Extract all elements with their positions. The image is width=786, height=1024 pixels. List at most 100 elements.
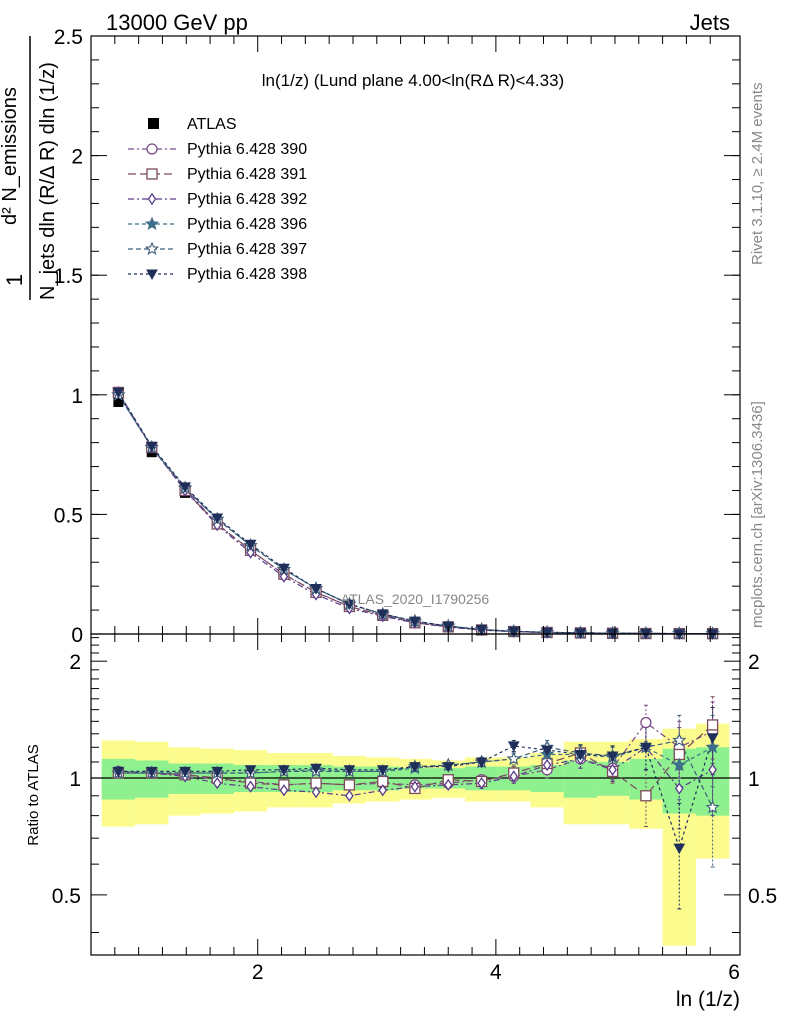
legend-label: Pythia 6.428 396 (187, 216, 307, 233)
ratio-panel: 0.5 0.5 1 1 2 2 2 4 6 Ratio to ATLAS ln (1/z) (25, 633, 777, 1011)
y-tick-label: 1.5 (54, 265, 83, 288)
main-ylabel: 1 N_jets dln (R/Δ R) dln (1/z) d² N_emis… (0, 36, 59, 300)
xlabel: ln (1/z) (676, 988, 740, 1011)
y-tick-label: 0 (71, 624, 83, 647)
ratio-series-point (310, 763, 322, 775)
header-left: 13000 GeV pp (106, 10, 248, 35)
legend-label: Pythia 6.428 397 (187, 241, 307, 258)
ratio-series-point (706, 733, 719, 744)
x-tick-label: 2 (252, 961, 264, 984)
ratio-series-point (705, 739, 720, 754)
ratio-series-point (640, 742, 652, 754)
y-tick-label: 2 (71, 146, 83, 169)
ratio-series-point (311, 785, 321, 799)
main-series-point (376, 609, 389, 620)
side-text-top: Rivet 3.1.10, ≥ 2.4M events (749, 83, 766, 266)
ratio-series-point (410, 780, 420, 793)
x-tick-label: 4 (490, 961, 502, 984)
main-series-point (112, 387, 125, 399)
ratio-y-tick-label-right: 2 (748, 651, 760, 674)
main-series-point (246, 546, 255, 559)
ratio-series-point (608, 763, 617, 776)
legend-marker (146, 269, 158, 281)
legend-marker (147, 192, 157, 206)
atlas-point (113, 396, 124, 407)
main-series-point (179, 482, 191, 493)
ratio-series-point (706, 719, 719, 731)
ratio-series-point (212, 777, 222, 790)
ratio-series-point (244, 765, 257, 776)
ratio-y-tick-label-right: 0.5 (748, 885, 777, 908)
legend-label: Pythia 6.428 398 (187, 266, 307, 283)
ratio-series-point (574, 749, 587, 761)
main-series-point (475, 624, 488, 636)
y-tick-label: 1 (71, 385, 83, 408)
ratio-y-tick-label-right: 1 (748, 768, 760, 791)
ratio-series-point (112, 766, 125, 778)
ratio-series-point (475, 757, 488, 768)
ratio-series-point (345, 789, 354, 802)
watermark: ATLAS_2020_I1790256 (341, 591, 490, 607)
main-series-point (145, 441, 158, 453)
ratio-series-point (640, 790, 652, 802)
ratio-y-tick-label: 1 (69, 768, 81, 791)
ratio-series-point (145, 766, 158, 778)
uncertainty-band-inner (101, 758, 136, 800)
main-marks (111, 386, 720, 640)
main-series-point (279, 570, 289, 583)
ratio-series-point (509, 770, 519, 783)
ratio-series-point (343, 779, 356, 791)
uncertainty-band-inner (563, 760, 598, 798)
y-tick-label: 0.5 (54, 504, 83, 527)
ratio-series-point (343, 765, 356, 776)
main-series-point (541, 627, 553, 639)
ratio-series-point (443, 778, 453, 792)
ratio-series-point (541, 745, 553, 757)
main-series-point (574, 628, 587, 639)
ratio-series-point (179, 766, 191, 778)
main-axis-ticks: 0 0.5 1 1.5 2 2.5 (54, 26, 740, 647)
ratio-frame (90, 633, 741, 956)
ratio-series-point (211, 766, 224, 778)
ratio-series-point (442, 762, 455, 773)
main-series-point (244, 539, 257, 551)
ratio-series-point (279, 784, 289, 797)
ratio-series-point (672, 732, 687, 747)
ylabel-top: d² N_emissions (0, 87, 21, 225)
legend-label: Pythia 6.428 392 (187, 191, 307, 208)
x-tick-label: 6 (728, 961, 740, 984)
header-right: Jets (690, 10, 730, 35)
main-series-point (310, 584, 322, 595)
ratio-series-point (409, 762, 421, 773)
main-panel: 0 0.5 1 1.5 2 2.5 ln(1/z) (Lund plane 4.00<ln… (0, 26, 741, 647)
ratio-series-point (246, 780, 255, 793)
ratio-series-point (705, 799, 720, 814)
main-series-point (343, 599, 356, 611)
legend-label: Pythia 6.428 390 (187, 141, 307, 158)
ratio-series-point (506, 751, 521, 765)
legend-label: Pythia 6.428 391 (187, 166, 307, 183)
main-series-point (409, 616, 421, 628)
legend-atlas-marker (148, 118, 159, 129)
legend-marker (146, 168, 158, 180)
ratio-series-point (477, 777, 486, 790)
ratio-series-point (673, 843, 686, 855)
ratio-axis-ticks: 0.5 0.5 1 1 2 2 2 4 6 (52, 634, 777, 984)
ratio-series-point (507, 741, 520, 752)
main-series-point (507, 626, 520, 638)
main-series-point (211, 513, 224, 525)
side-text-bottom: mcplots.cern.ch [arXiv:1306.3436] (749, 401, 766, 628)
ratio-ylabel: Ratio to ATLAS (25, 744, 42, 845)
ratio-series-point (378, 784, 388, 797)
ratio-series-point (672, 757, 687, 772)
y-tick-label: 2.5 (54, 26, 83, 49)
legend: ATLAS Pythia 6.428 390 Pythia 6.428 391 Pyt… (128, 116, 307, 283)
legend-marker (146, 143, 158, 155)
ratio-series-point (674, 782, 684, 795)
legend-marker (144, 241, 160, 256)
legend-atlas-label: ATLAS (187, 116, 237, 133)
ratio-y-tick-label: 0.5 (52, 885, 81, 908)
ratio-series-point (606, 751, 619, 762)
main-series-point (278, 563, 290, 575)
